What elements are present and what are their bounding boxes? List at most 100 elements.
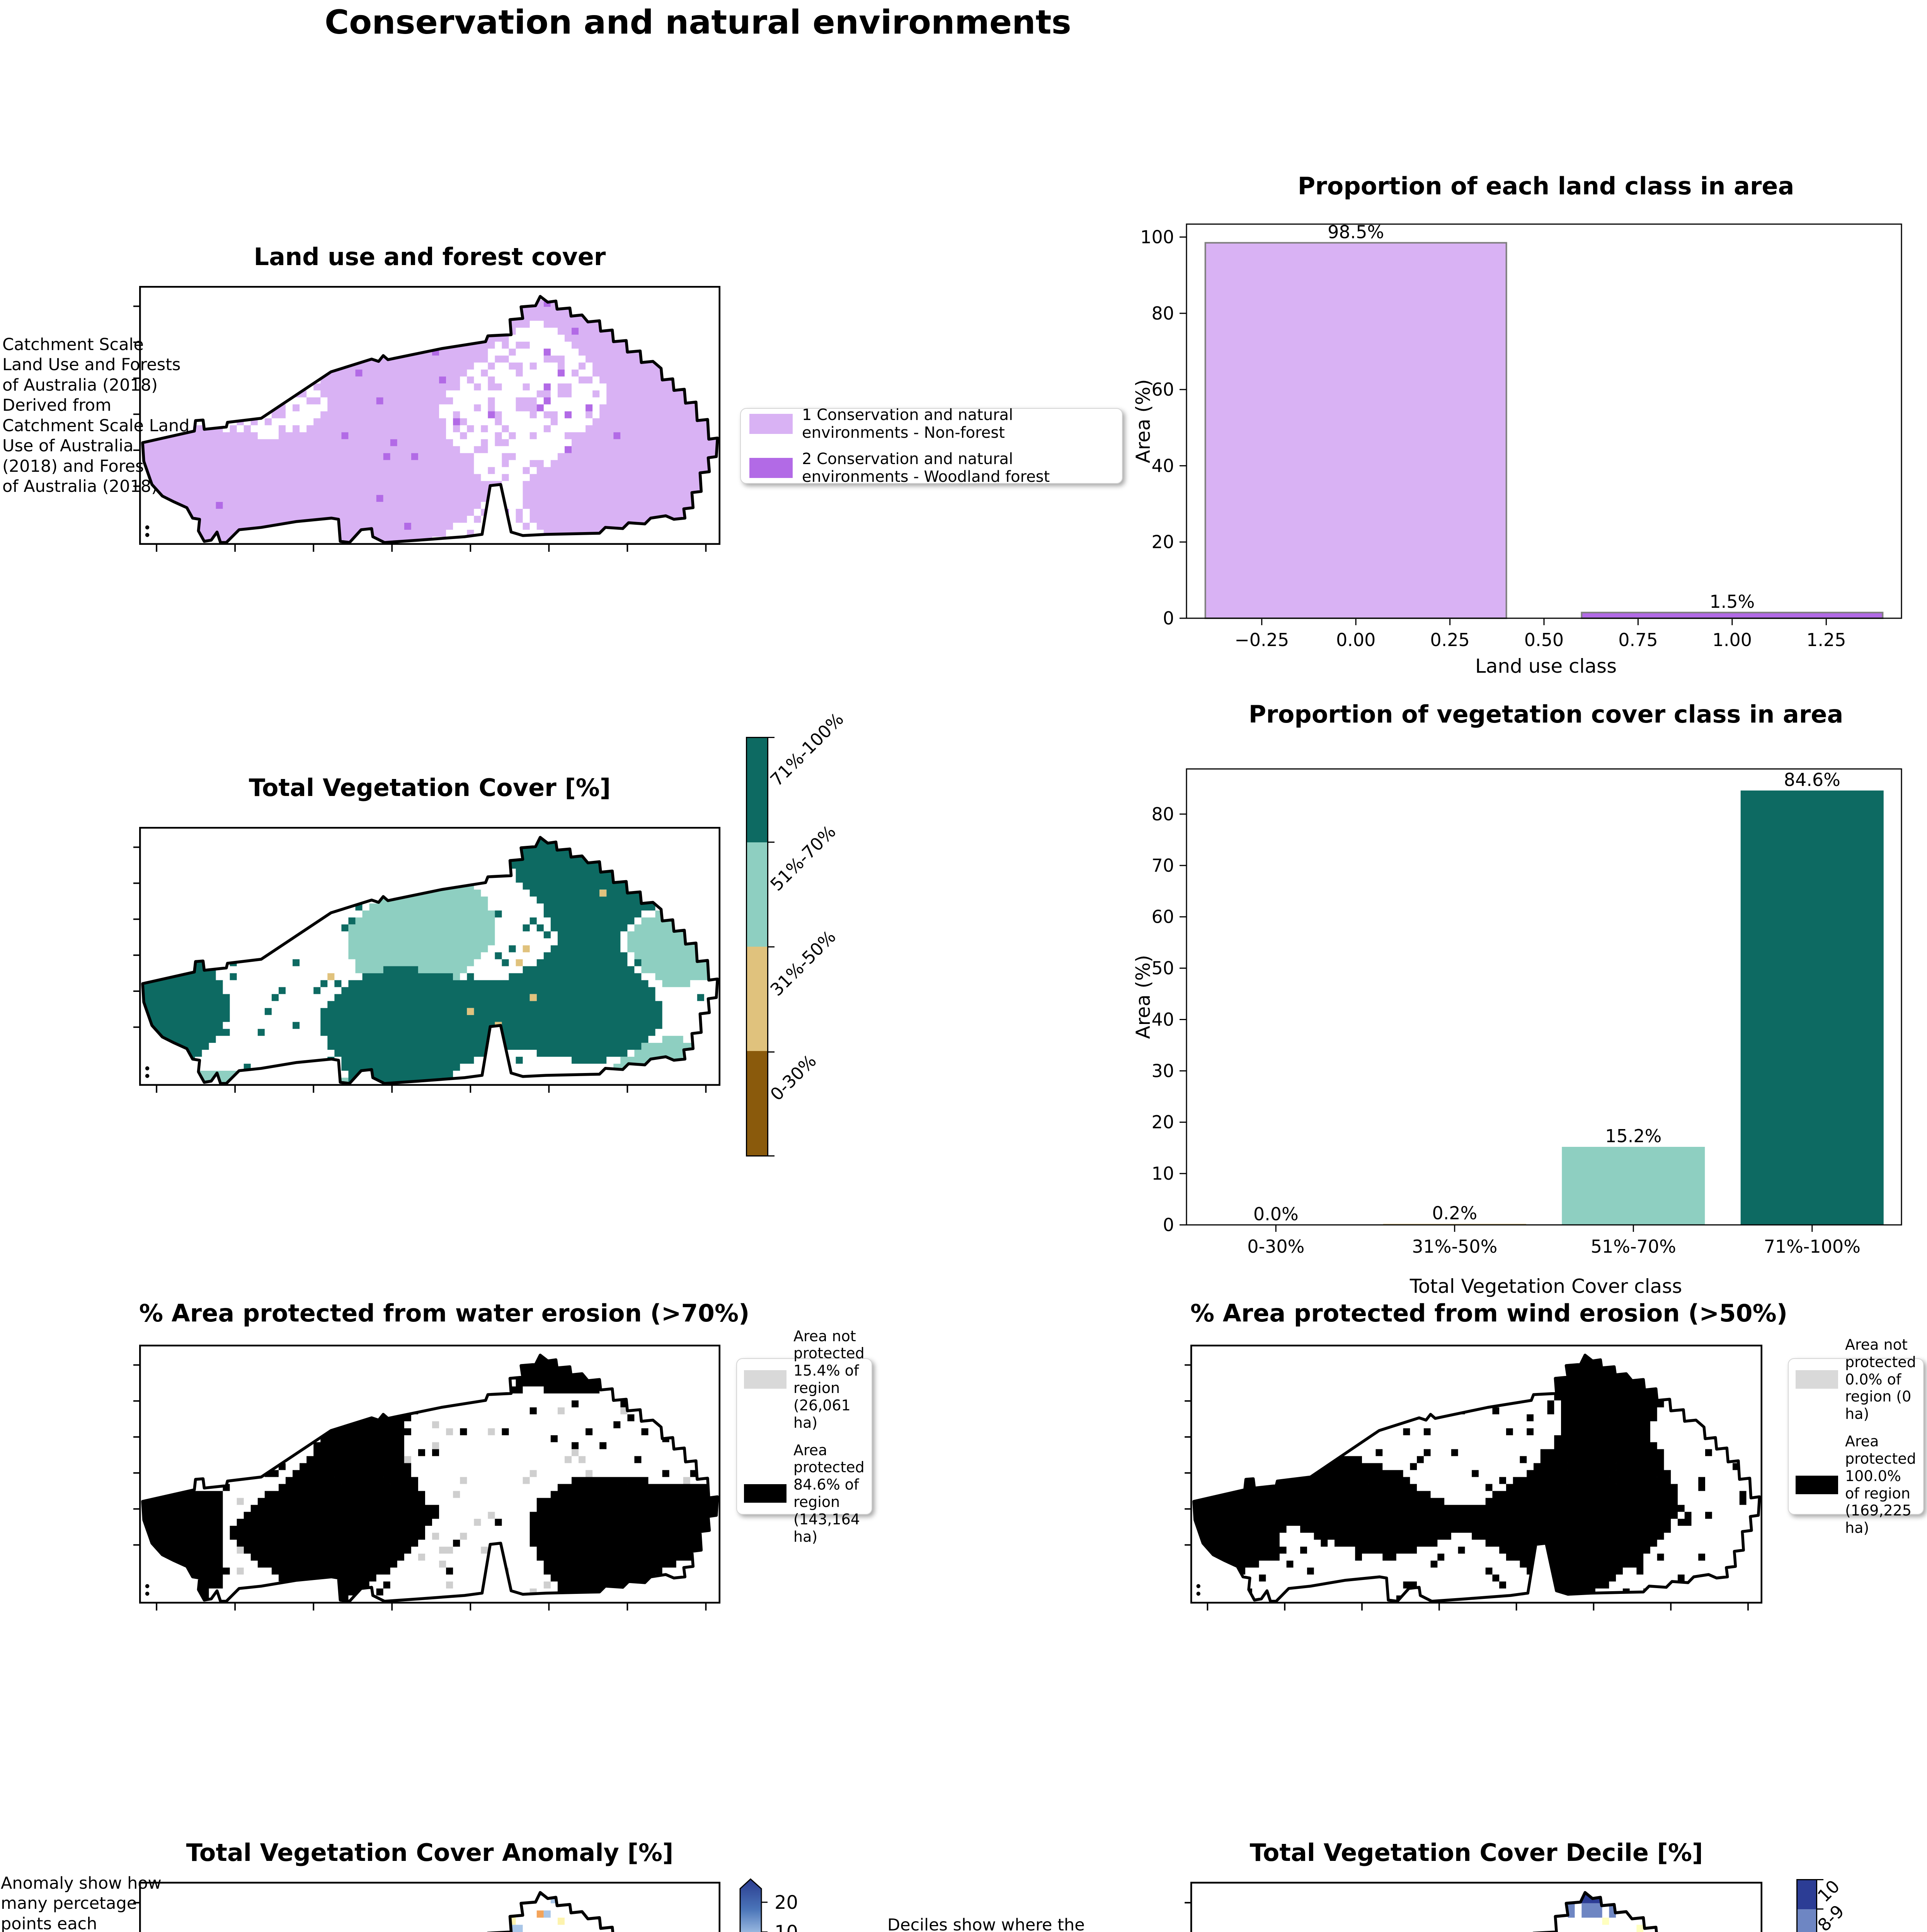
veg-cover-map: [133, 827, 720, 1093]
svg-text:31%-50%: 31%-50%: [1412, 1236, 1497, 1257]
colorbar-label: 51%-70%: [766, 821, 840, 895]
land-use-legend: 1 Conservation and natural environments …: [740, 406, 1123, 486]
svg-text:50: 50: [1151, 958, 1174, 979]
colorbar-label: 10: [1813, 1876, 1844, 1906]
wind-erosion-legend: Area not protected 0.0% of region (0 ha)…: [1788, 1336, 1924, 1536]
veg-cover-map-title: Total Vegetation Cover [%]: [249, 774, 611, 802]
land-class-chart-xlabel: Land use class: [1475, 655, 1617, 677]
colorbar-label: 0-30%: [766, 1051, 821, 1105]
legend-swatch-notprotected: [744, 1370, 786, 1389]
colorbar-seg-0-30: [747, 1051, 767, 1155]
veg-cover-map-canvas: [133, 827, 720, 1093]
svg-text:98.5%: 98.5%: [1328, 221, 1384, 242]
anomaly-map: [133, 1882, 720, 1932]
veg-class-chart-title: Proportion of vegetation cover class in …: [1248, 700, 1844, 728]
svg-text:0.25: 0.25: [1430, 629, 1469, 650]
land-use-map: [133, 286, 720, 552]
svg-text:0.00: 0.00: [1336, 629, 1375, 650]
anomaly-tick: 20: [775, 1892, 798, 1913]
legend-item: Area not protected 15.4% of region (26,0…: [744, 1328, 865, 1432]
wind-erosion-title: % Area protected from wind erosion (>50%…: [1190, 1299, 1788, 1327]
water-erosion-legend: Area not protected 15.4% of region (26,0…: [736, 1328, 872, 1545]
svg-text:10: 10: [1151, 1163, 1174, 1184]
colorbar-seg-71-100: [747, 738, 767, 842]
veg-class-bar-chart: 0 10 20 30 40 50 60 70 80 0-30% 0.0% 31%-50% 0.2% 51%…: [1151, 768, 1902, 1257]
water-erosion-map: [133, 1345, 720, 1611]
water-erosion-map-canvas: [133, 1345, 720, 1611]
svg-text:20: 20: [1151, 1112, 1174, 1133]
svg-text:0.50: 0.50: [1524, 629, 1564, 650]
legend-item: Area protected 100.0% of region (169,225…: [1796, 1433, 1916, 1537]
legend-swatch-woodland: [749, 458, 793, 478]
anomaly-map-canvas: [133, 1882, 720, 1932]
land-class-bar-chart: 0 20 40 60 80 100 −0.25 0.00 0.25 0.50 0.75 1.00 1.2…: [1140, 221, 1902, 650]
legend-item: Area protected 84.6% of region (143,164 …: [744, 1442, 865, 1546]
svg-text:60: 60: [1151, 906, 1174, 927]
colorbar-seg-51-70: [747, 842, 767, 947]
svg-text:84.6%: 84.6%: [1784, 769, 1840, 790]
anomaly-map-title: Total Vegetation Cover Anomaly [%]: [186, 1838, 674, 1867]
decile-colorbar: [1796, 1879, 1817, 1932]
svg-text:1.00: 1.00: [1713, 629, 1752, 650]
wind-erosion-map-canvas: [1185, 1345, 1762, 1611]
land-use-map-canvas: [133, 286, 720, 552]
anomaly-colorbar: [739, 1878, 768, 1932]
wind-erosion-map: [1185, 1345, 1762, 1611]
land-use-annotation: Catchment Scale Land Use and Forests of …: [2, 335, 190, 497]
land-class-chart-title: Proportion of each land class in area: [1297, 172, 1794, 200]
legend-label: Area not protected 0.0% of region (0 ha): [1845, 1336, 1916, 1423]
svg-text:60: 60: [1151, 379, 1174, 400]
svg-text:15.2%: 15.2%: [1605, 1126, 1661, 1146]
svg-text:0.75: 0.75: [1618, 629, 1658, 650]
svg-text:20: 20: [1151, 532, 1174, 553]
legend-label: Area protected 84.6% of region (143,164 …: [793, 1441, 865, 1545]
svg-text:71%-100%: 71%-100%: [1764, 1236, 1861, 1257]
legend-swatch-notprotected: [1796, 1370, 1838, 1389]
svg-text:−0.25: −0.25: [1234, 629, 1289, 650]
svg-text:80: 80: [1151, 303, 1174, 324]
legend-swatch-protected: [744, 1484, 786, 1503]
colorbar-seg-8-9: [1798, 1909, 1816, 1932]
svg-text:40: 40: [1151, 1009, 1174, 1030]
legend-swatch-nonforest: [749, 414, 793, 434]
anomaly-annotation: Anomaly show how many percetage points e…: [1, 1874, 162, 1932]
land-use-map-title: Land use and forest cover: [254, 243, 606, 271]
svg-text:1.25: 1.25: [1806, 629, 1846, 650]
legend-swatch-protected: [1796, 1475, 1838, 1494]
decile-map: [1185, 1882, 1762, 1932]
veg-class-chart-xlabel: Total Vegetation Cover class: [1410, 1275, 1682, 1298]
veg-cover-colorbar: [746, 737, 768, 1156]
colorbar-seg-10: [1798, 1880, 1816, 1910]
legend-item: 2 Conservation and natural environments …: [749, 450, 1113, 486]
svg-text:40: 40: [1151, 455, 1174, 476]
svg-text:0: 0: [1163, 1214, 1174, 1235]
legend-item: 1 Conservation and natural environments …: [749, 406, 1113, 442]
colorbar-seg-31-50: [747, 947, 767, 1051]
water-erosion-title: % Area protected from water erosion (>70…: [139, 1299, 750, 1327]
land-class-chart-ylabel: Area (%): [1132, 379, 1154, 463]
svg-text:0.2%: 0.2%: [1432, 1202, 1477, 1223]
colorbar-label: 71%-100%: [766, 709, 848, 790]
svg-text:70: 70: [1151, 855, 1174, 876]
svg-text:1.5%: 1.5%: [1709, 591, 1755, 612]
decile-annotation: Deciles show where the pixel value lies …: [887, 1915, 1085, 1932]
decile-map-canvas: [1185, 1882, 1762, 1932]
legend-label: Area not protected 15.4% of region (26,0…: [793, 1327, 865, 1431]
anomaly-tick: 10: [775, 1922, 798, 1932]
svg-text:100: 100: [1140, 227, 1174, 248]
legend-label: 1 Conservation and natural environments …: [802, 406, 1013, 442]
colorbar-label: 31%-50%: [766, 926, 840, 1000]
svg-text:30: 30: [1151, 1060, 1174, 1081]
legend-item: Area not protected 0.0% of region (0 ha): [1796, 1336, 1916, 1423]
page-title: Conservation and natural environments: [325, 3, 1071, 42]
svg-text:0: 0: [1163, 608, 1174, 629]
svg-text:51%-70%: 51%-70%: [1591, 1236, 1676, 1257]
legend-label: Area protected 100.0% of region (169,225…: [1845, 1433, 1916, 1537]
legend-label: 2 Conservation and natural environments …: [802, 450, 1050, 486]
decile-map-title: Total Vegetation Cover Decile [%]: [1249, 1838, 1703, 1867]
svg-text:0-30%: 0-30%: [1247, 1236, 1304, 1257]
colorbar-label: 8-9: [1813, 1901, 1848, 1932]
svg-text:0.0%: 0.0%: [1253, 1204, 1299, 1225]
svg-text:80: 80: [1151, 804, 1174, 825]
